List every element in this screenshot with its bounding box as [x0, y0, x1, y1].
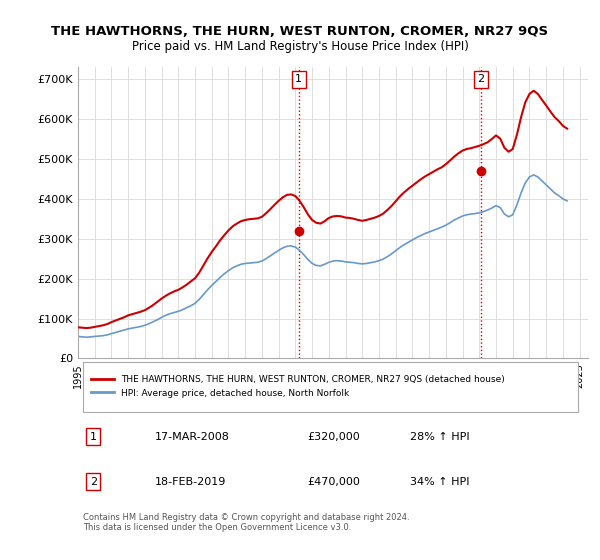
- Text: 1: 1: [90, 432, 97, 442]
- Text: 17-MAR-2008: 17-MAR-2008: [155, 432, 229, 442]
- Text: 28% ↑ HPI: 28% ↑ HPI: [409, 432, 469, 442]
- Text: 2: 2: [90, 477, 97, 487]
- Text: 18-FEB-2019: 18-FEB-2019: [155, 477, 226, 487]
- Legend: THE HAWTHORNS, THE HURN, WEST RUNTON, CROMER, NR27 9QS (detached house), HPI: Av: THE HAWTHORNS, THE HURN, WEST RUNTON, CR…: [88, 371, 508, 402]
- Text: THE HAWTHORNS, THE HURN, WEST RUNTON, CROMER, NR27 9QS: THE HAWTHORNS, THE HURN, WEST RUNTON, CR…: [52, 25, 548, 38]
- Text: 2: 2: [478, 74, 485, 84]
- Text: 1: 1: [295, 74, 302, 84]
- Text: Price paid vs. HM Land Registry's House Price Index (HPI): Price paid vs. HM Land Registry's House …: [131, 40, 469, 53]
- Text: £470,000: £470,000: [308, 477, 361, 487]
- FancyBboxPatch shape: [83, 362, 578, 412]
- Text: 34% ↑ HPI: 34% ↑ HPI: [409, 477, 469, 487]
- Text: Contains HM Land Registry data © Crown copyright and database right 2024.
This d: Contains HM Land Registry data © Crown c…: [83, 513, 410, 533]
- Text: £320,000: £320,000: [308, 432, 360, 442]
